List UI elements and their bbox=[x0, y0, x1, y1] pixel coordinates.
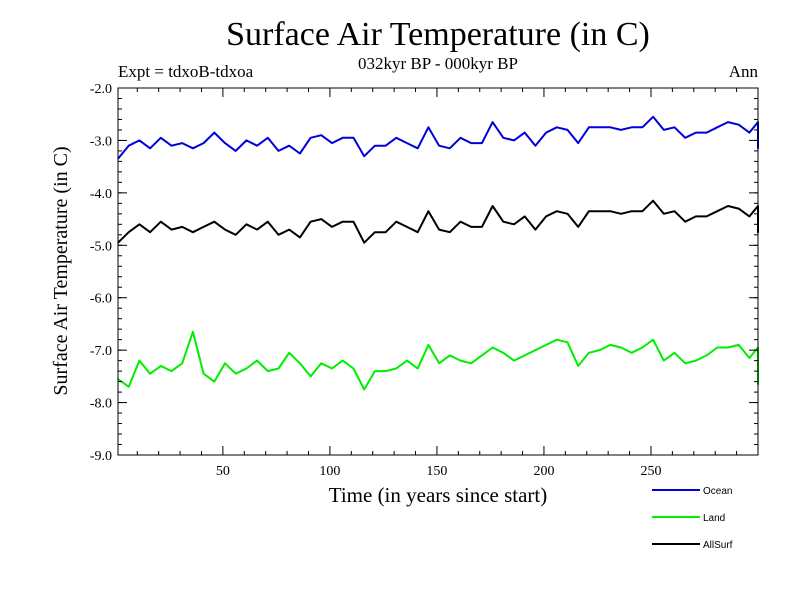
chart-title: Surface Air Temperature (in C) bbox=[226, 16, 650, 53]
x-tick-label: 150 bbox=[426, 464, 447, 479]
series-line-land bbox=[117, 330, 759, 391]
legend: Ocean Land AllSurf bbox=[652, 486, 733, 551]
series-line-allsurf bbox=[117, 199, 759, 244]
experiment-label: Expt = tdxoB-tdxoa bbox=[118, 62, 254, 81]
plot-frame bbox=[117, 87, 759, 456]
axes-layer: -2.0 -3.0 -4.0 -5.0 -6.0 -7.0 -8.0 -9.0 50 100 150… bbox=[90, 82, 758, 479]
x-tick-label: 250 bbox=[640, 464, 661, 479]
y-tick-label: -5.0 bbox=[90, 239, 112, 254]
legend-label-land: Land bbox=[703, 513, 725, 524]
legend-label-ocean: Ocean bbox=[703, 486, 732, 497]
y-tick-label: -9.0 bbox=[90, 449, 112, 464]
x-tick-label: 50 bbox=[216, 464, 230, 479]
series-line-ocean bbox=[117, 115, 759, 160]
y-tick-label: -2.0 bbox=[90, 82, 112, 97]
y-axis-label: Surface Air Temperature (in C) bbox=[50, 146, 72, 395]
y-tick-label: -7.0 bbox=[90, 344, 112, 359]
y-tick-label: -4.0 bbox=[90, 187, 112, 202]
x-tick-label: 100 bbox=[319, 464, 340, 479]
chart-subtitle: 032kyr BP - 000kyr BP bbox=[358, 54, 518, 73]
legend-label-allsurf: AllSurf bbox=[703, 540, 733, 551]
season-label: Ann bbox=[728, 62, 758, 81]
y-tick-label: -6.0 bbox=[90, 292, 112, 307]
series-layer bbox=[117, 115, 759, 391]
x-tick-label: 200 bbox=[533, 464, 554, 479]
x-axis-label: Time (in years since start) bbox=[329, 483, 548, 507]
y-tick-label: -8.0 bbox=[90, 397, 112, 412]
y-tick-label: -3.0 bbox=[90, 134, 112, 149]
